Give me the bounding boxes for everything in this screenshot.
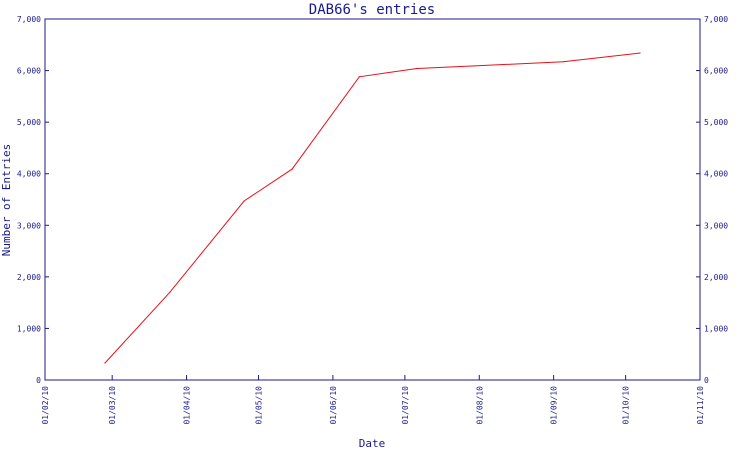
y-tick-label-right: 4,000 [704, 170, 728, 179]
series-line [104, 52, 641, 364]
y-tick-label-left: 2,000 [17, 273, 41, 282]
y-tick-label-left: 7,000 [17, 15, 41, 24]
y-axis-ticks: 0 0 1,000 1,000 2,000 2,000 3,000 3,000 4,000 4,0… [17, 15, 728, 385]
x-tick-label: 01/03/10 [108, 386, 117, 425]
y-tick-label-left: 4,000 [17, 170, 41, 179]
data-point [358, 76, 360, 78]
x-axis-label: Date [359, 437, 386, 450]
x-tick-label: 01/10/10 [622, 386, 631, 425]
data-point [639, 52, 641, 54]
y-axis-label: Number of Entries [0, 144, 13, 257]
data-point [473, 65, 476, 67]
series-layer [104, 52, 641, 364]
data-point [169, 291, 171, 293]
data-point [243, 200, 245, 202]
y-tick-label-left: 6,000 [17, 67, 41, 76]
x-tick-label: 01/09/10 [550, 386, 559, 425]
y-tick-label-right: 6,000 [704, 67, 728, 76]
y-tick-label-left: 0 [36, 376, 41, 385]
chart-title: DAB66's entries [309, 2, 435, 18]
x-tick-label: 01/05/10 [255, 386, 264, 425]
y-tick-label-right: 3,000 [704, 221, 728, 230]
y-tick-label-left: 3,000 [17, 221, 41, 230]
data-point [562, 61, 564, 63]
data-point [416, 67, 418, 70]
x-tick-label: 01/07/10 [401, 386, 410, 425]
x-tick-label: 01/06/10 [329, 386, 338, 425]
data-point [104, 362, 106, 364]
data-point [291, 168, 293, 170]
y-tick-label-right: 5,000 [704, 118, 728, 127]
x-tick-label: 01/11/10 [696, 386, 705, 425]
y-tick-label-right: 7,000 [704, 15, 728, 24]
y-tick-label-left: 5,000 [17, 118, 41, 127]
x-tick-label: 01/04/10 [183, 386, 192, 425]
x-axis-ticks: 01/02/10 01/03/10 01/04/10 01/05/10 01/06/10… [41, 375, 705, 425]
x-tick-label: 01/08/10 [475, 386, 484, 425]
y-tick-label-right: 0 [704, 376, 709, 385]
plot-frame [44, 18, 701, 381]
y-tick-label-left: 1,000 [17, 324, 41, 333]
y-tick-label-right: 2,000 [704, 273, 728, 282]
x-tick-label: 01/02/10 [41, 386, 50, 425]
y-tick-label-right: 1,000 [704, 324, 728, 333]
